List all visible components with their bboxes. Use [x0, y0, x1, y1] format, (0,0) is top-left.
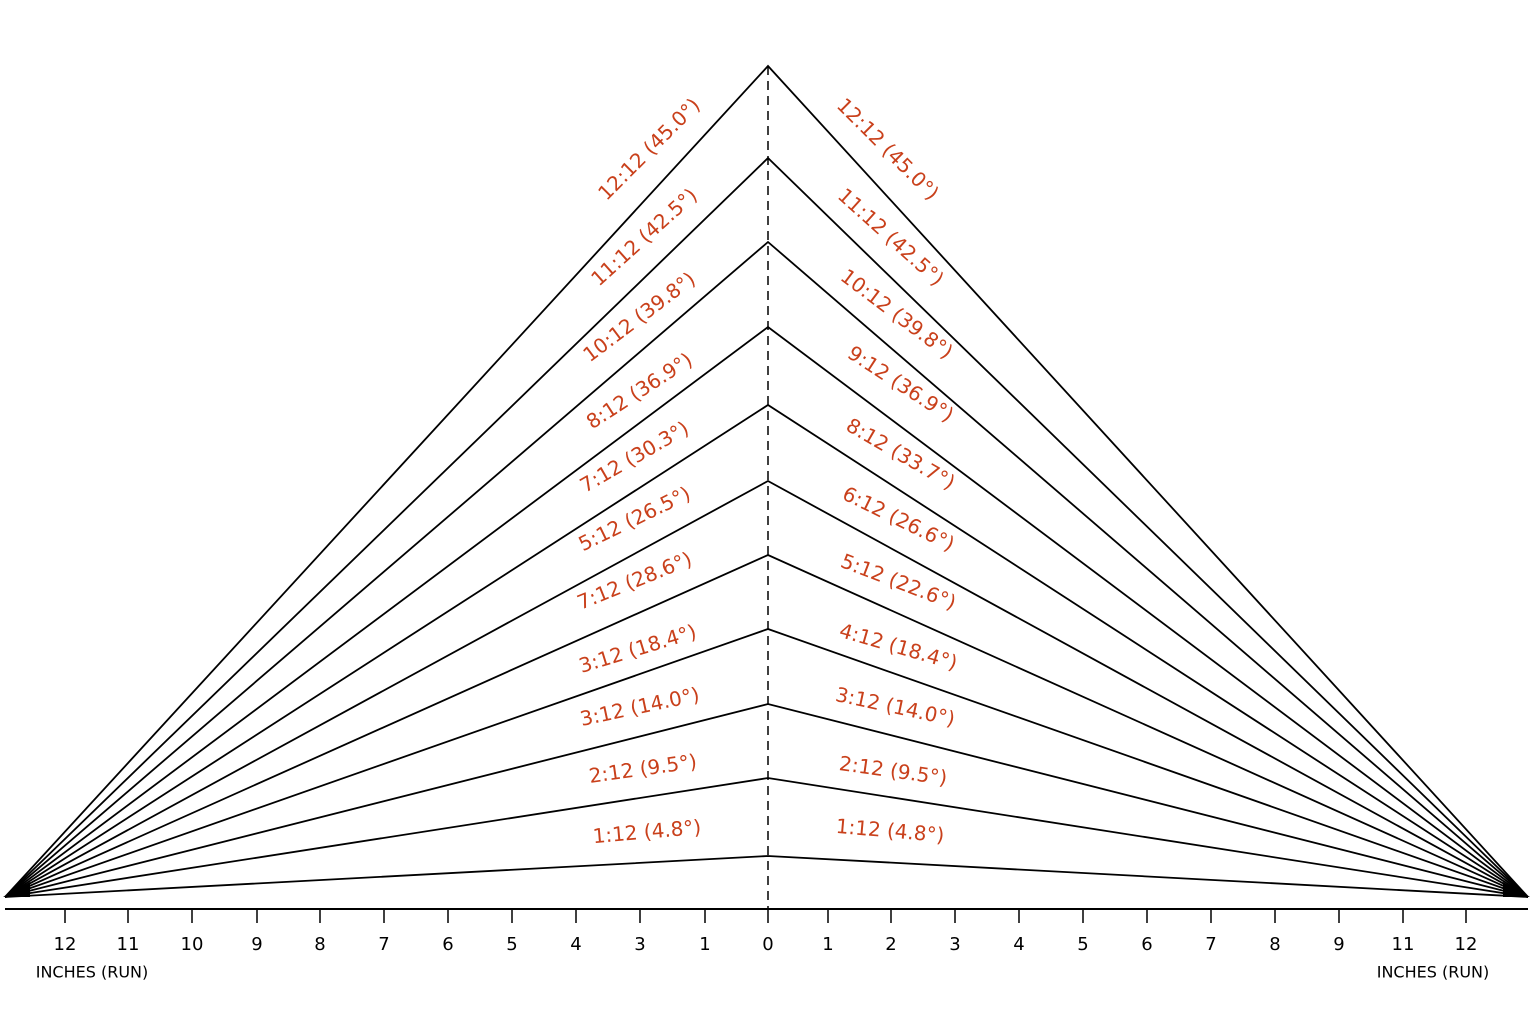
tick-label: 5: [1077, 934, 1088, 955]
roof-line: [4, 64, 1529, 898]
tick-label: 8: [314, 934, 325, 955]
tick-label: 11: [117, 934, 140, 955]
axis-title: INCHES (RUN): [36, 963, 149, 982]
tick-label: 3: [634, 934, 645, 955]
tick-label: 10: [181, 934, 204, 955]
tick-label: 1: [699, 934, 710, 955]
tick-label: 4: [1013, 934, 1024, 955]
roof-line: [4, 855, 1529, 898]
tick-label: 12: [54, 934, 77, 955]
tick-label: 9: [251, 934, 262, 955]
tick-label: 0: [762, 934, 773, 955]
tick-label: 7: [378, 934, 389, 955]
corner-fill: [3, 882, 30, 897]
roof-line: [4, 403, 1529, 898]
roof-line: [4, 554, 1529, 898]
tick-label: 1: [822, 934, 833, 955]
tick-label: 5: [506, 934, 517, 955]
corner-fill: [1503, 882, 1530, 897]
tick-label: 12: [1455, 934, 1478, 955]
tick-label: 11: [1392, 934, 1415, 955]
roof-line: [4, 777, 1529, 898]
tick-label: 2: [885, 934, 896, 955]
tick-label: 6: [1141, 934, 1152, 955]
roof-line: [4, 703, 1529, 898]
tick-label: 7: [1205, 934, 1216, 955]
roof-line: [4, 628, 1529, 898]
tick-label: 3: [949, 934, 960, 955]
axis-title: INCHES (RUN): [1377, 963, 1490, 982]
roof-line: [4, 479, 1529, 898]
roof-line: [4, 325, 1529, 898]
tick-label: 8: [1269, 934, 1280, 955]
tick-label: 6: [442, 934, 453, 955]
tick-label: 4: [570, 934, 581, 955]
tick-label: 9: [1333, 934, 1344, 955]
roof-line: [4, 240, 1529, 898]
roof-line: [4, 156, 1529, 898]
